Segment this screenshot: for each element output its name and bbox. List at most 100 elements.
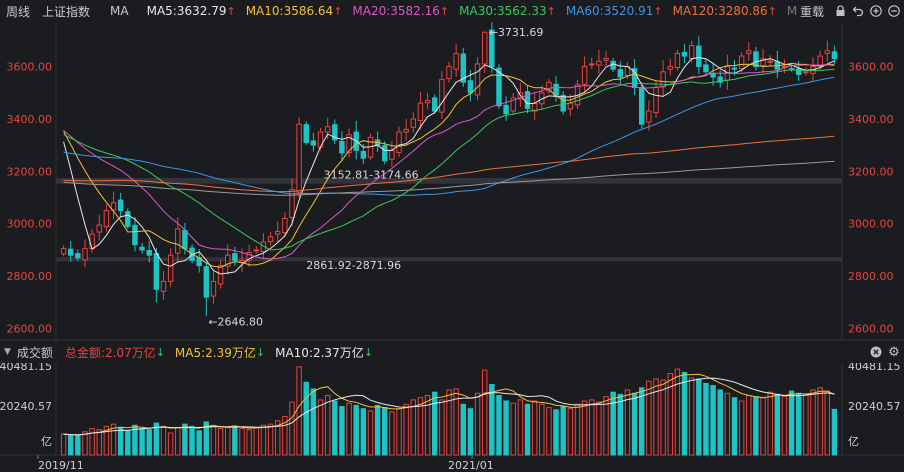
volume-bar — [617, 393, 624, 456]
volume-bar — [139, 428, 145, 456]
candle-body — [310, 140, 317, 146]
volume-bar — [182, 423, 188, 456]
ma20-line — [63, 64, 835, 260]
candle-body — [703, 64, 709, 73]
volume-tick-right: 亿 — [848, 435, 859, 448]
volume-bar — [631, 392, 638, 456]
volume-bar — [289, 401, 295, 456]
y-tick-label-left: 3200.00 — [7, 165, 53, 178]
ma-legend-item[interactable]: MA30:3562.33↑ — [459, 4, 556, 18]
volume-bar — [710, 385, 716, 456]
volume-bar — [553, 409, 559, 456]
collapse-icon[interactable]: ▼ — [4, 347, 11, 357]
volume-bar — [360, 408, 367, 456]
candle-body — [160, 280, 167, 292]
candle-body — [432, 97, 438, 112]
candle-body — [596, 60, 602, 66]
candle-body — [82, 248, 88, 261]
y-tick-label-right: 3600.00 — [848, 61, 894, 74]
minus-icon[interactable] — [888, 5, 900, 17]
y-tick-label-left: 3400.00 — [7, 113, 53, 126]
volume-bar — [788, 390, 795, 456]
candle-body — [396, 131, 402, 153]
close-icon[interactable] — [870, 346, 882, 358]
volume-bar — [803, 393, 809, 456]
candle-body — [60, 248, 67, 255]
candle-body — [146, 249, 152, 256]
volume-bar — [125, 430, 131, 456]
volume-bar — [82, 431, 88, 456]
candle-body — [110, 202, 117, 211]
ma-label[interactable]: MA — [110, 4, 129, 18]
candle-body — [246, 252, 252, 261]
ma-legend-arrow: ↑ — [653, 5, 663, 18]
volume-bar — [531, 400, 538, 456]
candle-body — [332, 124, 338, 141]
volume-bar — [581, 400, 588, 456]
index-name[interactable]: 上证指数 — [42, 4, 91, 19]
volume-bar — [767, 391, 773, 456]
volume-bar — [210, 424, 217, 456]
period-tab[interactable]: 周线 — [6, 4, 31, 19]
ma-legend-item[interactable]: MA20:3582.16↑ — [352, 4, 449, 18]
add-icon[interactable] — [870, 5, 882, 17]
volume-total-arrow: ↓ — [155, 345, 165, 359]
volume-bar — [596, 401, 602, 456]
ma-legend-label: MA60:3520.91 — [565, 4, 654, 18]
ma-legend-item[interactable]: MA10:3586.64↑ — [246, 4, 343, 18]
ma250-truncated: M — [786, 4, 798, 18]
candle-body — [103, 210, 110, 228]
rights-label[interactable]: 重载 — [799, 4, 824, 19]
candle-body — [731, 67, 738, 70]
volume-bar — [246, 429, 252, 456]
undo-icon[interactable] — [852, 5, 864, 17]
candle-body — [546, 81, 552, 92]
volume-tick-left: 40481.15 — [0, 360, 52, 373]
volume-tick-right: 40481.15 — [848, 360, 901, 373]
candle-body — [489, 29, 495, 68]
volume-label[interactable]: 成交额 — [16, 345, 53, 360]
candle-body — [710, 73, 716, 78]
volume-bar — [646, 380, 652, 456]
volume-bar — [510, 402, 516, 456]
candle-body — [567, 102, 574, 110]
volume-tick-left: 亿 — [41, 435, 52, 448]
volume-bar — [60, 433, 67, 456]
ma-legend-item[interactable]: MA60:3520.91↑ — [566, 4, 663, 18]
candle-body — [67, 248, 74, 256]
volume-bar — [396, 408, 402, 456]
candle-body — [746, 50, 752, 54]
ma-legend-item[interactable]: MA120:3280.86↑ — [673, 4, 777, 18]
volume-bar — [96, 429, 102, 456]
volume-bar — [467, 408, 474, 456]
candle-body — [89, 233, 95, 250]
gear-icon[interactable]: ⚙ — [888, 344, 900, 360]
ma-legend-label: MA5:3632.79 — [146, 4, 227, 18]
candle-body — [603, 58, 609, 61]
volume-bar — [546, 407, 552, 456]
candle-body — [653, 86, 659, 114]
ma-legend-item[interactable]: MA5:3632.79↑ — [147, 4, 236, 18]
volume-bar — [274, 420, 281, 456]
volume-bar — [717, 389, 723, 456]
volume-bar — [417, 397, 424, 456]
volume-bar — [724, 392, 731, 456]
y-tick-label-left: 2600.00 — [7, 323, 53, 336]
ma-legend-label: MA30:3562.33 — [459, 4, 547, 18]
volume-bar — [189, 425, 195, 456]
volume-bar — [332, 400, 338, 456]
volume-bar — [760, 397, 766, 456]
volume-bar — [781, 396, 788, 456]
volume-ma5: MA5:2.39万亿 — [174, 345, 256, 360]
y-tick-label-right: 3200.00 — [848, 165, 894, 178]
lock-icon[interactable] — [834, 5, 846, 17]
candle-body — [681, 51, 688, 57]
candle-body — [253, 249, 259, 252]
volume-bar — [474, 392, 481, 456]
volume-bar — [203, 421, 210, 456]
candle-body — [831, 51, 838, 60]
volume-bar — [560, 406, 566, 456]
candle-body — [560, 94, 566, 112]
volume-bar — [574, 403, 581, 456]
